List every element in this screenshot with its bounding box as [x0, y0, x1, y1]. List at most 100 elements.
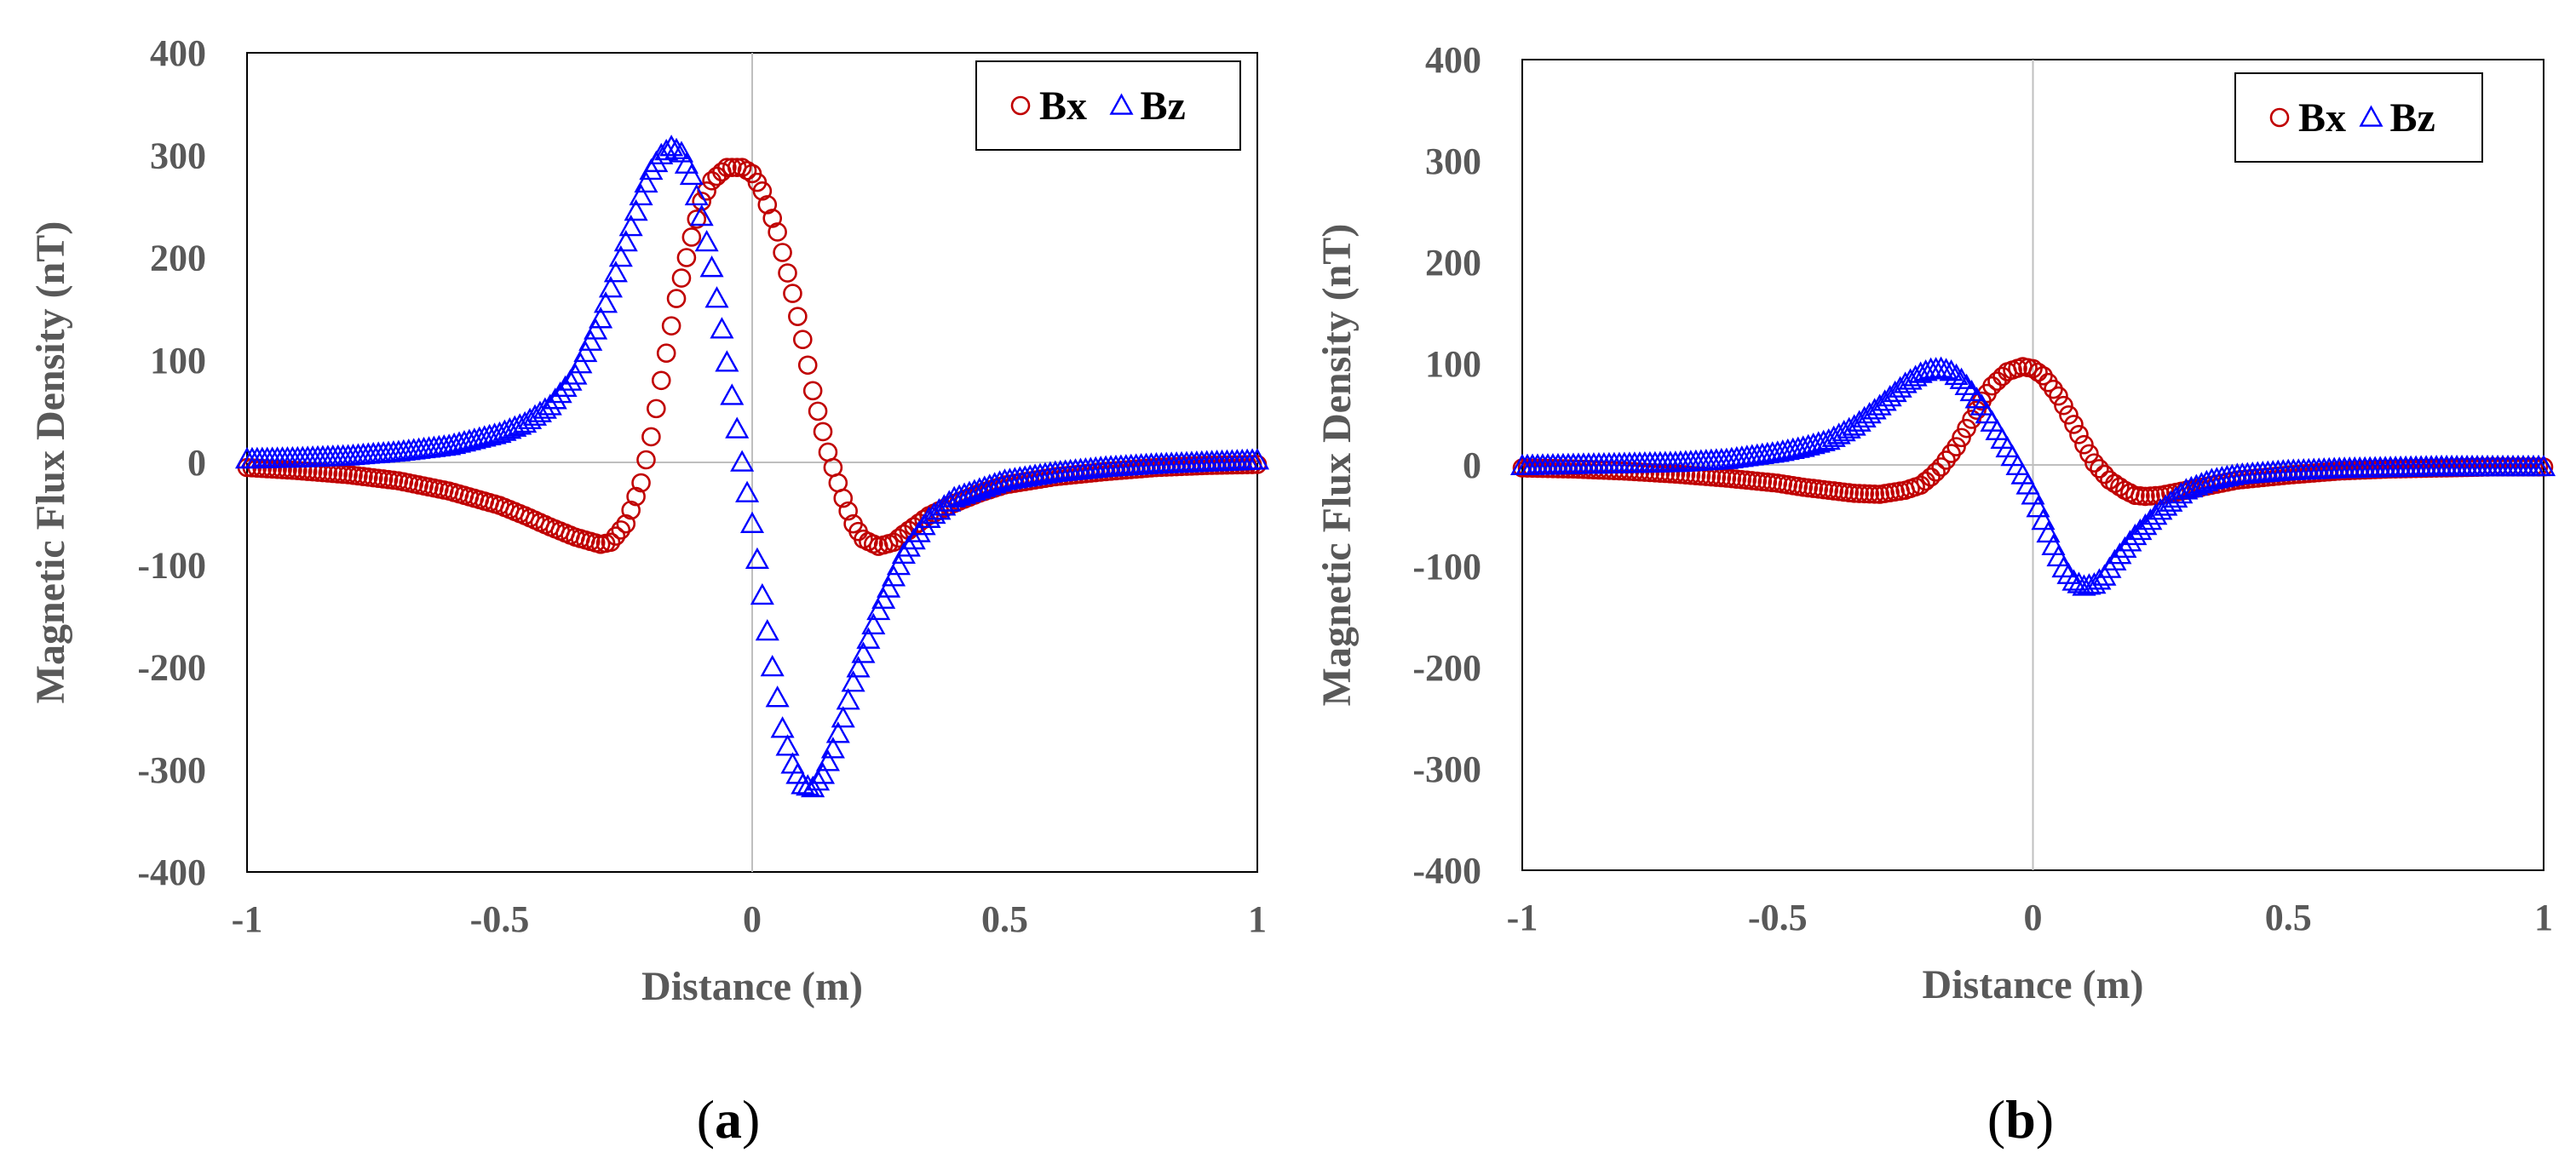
- data-point-bx: [626, 486, 646, 507]
- data-point-bx: [283, 460, 302, 480]
- data-point-bz: [538, 393, 562, 416]
- data-point-bx: [692, 192, 712, 211]
- data-point-bx: [656, 343, 676, 364]
- data-point-bz: [563, 363, 588, 385]
- data-point-bz: [1954, 373, 1979, 395]
- data-point-bx: [2023, 358, 2043, 379]
- data-point-bz: [457, 428, 481, 450]
- data-point-bx: [671, 268, 692, 288]
- data-point-bz: [518, 407, 543, 430]
- data-point-bz: [2159, 490, 2183, 512]
- data-point-bz: [2194, 469, 2219, 492]
- data-point-bx: [2054, 395, 2073, 416]
- y-tick-label: -400: [1412, 850, 1481, 892]
- data-point-bz: [1944, 363, 1969, 386]
- y-tick-label: -400: [137, 852, 206, 893]
- data-point-bx: [616, 513, 636, 534]
- data-point-bz: [497, 417, 522, 439]
- data-point-bz: [589, 307, 613, 329]
- data-point-bz: [487, 421, 512, 444]
- data-point-bz: [770, 716, 795, 738]
- data-point-bz: [2118, 530, 2142, 552]
- data-point-bz: [725, 416, 750, 439]
- y-tick-label: 300: [150, 135, 206, 176]
- data-point-bz: [846, 656, 871, 678]
- data-point-bz: [598, 276, 623, 298]
- data-point-bz: [871, 587, 896, 609]
- data-point-bx: [768, 222, 787, 242]
- data-point-bx: [792, 330, 813, 350]
- data-point-bz: [1847, 410, 1872, 432]
- y-tick-label: -100: [137, 544, 206, 586]
- data-point-bz: [618, 214, 643, 237]
- data-point-bx: [1957, 418, 1976, 439]
- series-bz: [1509, 356, 2556, 596]
- data-point-bz: [1852, 405, 1877, 428]
- y-tick-label: -300: [1412, 748, 1481, 790]
- data-point-bz: [836, 688, 860, 710]
- data-point-bz: [886, 553, 911, 576]
- data-point-bz: [451, 429, 477, 452]
- x-tick-label: 1: [2534, 897, 2553, 938]
- data-point-bx: [611, 520, 631, 540]
- data-point-bz: [603, 261, 628, 283]
- data-point-bz: [972, 475, 997, 497]
- data-point-bz: [982, 472, 1007, 494]
- data-point-bz: [1934, 358, 1958, 380]
- data-point-bz: [2087, 568, 2112, 590]
- data-point-bx: [681, 227, 702, 247]
- data-point-bx: [2105, 473, 2125, 494]
- x-tick-label: 0: [2024, 897, 2043, 938]
- data-point-bx: [2141, 486, 2160, 506]
- data-point-bz: [593, 291, 618, 313]
- data-point-bx: [722, 158, 742, 177]
- data-point-bz: [977, 473, 1002, 496]
- data-point-bz: [861, 612, 886, 634]
- y-tick-label: 200: [150, 238, 206, 279]
- legend-bz-marker: [2359, 105, 2383, 127]
- data-point-bz: [735, 480, 760, 502]
- legend-bx-marker: [2269, 107, 2290, 128]
- data-point-bz: [815, 749, 840, 771]
- y-tick-label: 100: [150, 340, 206, 381]
- data-point-bz: [548, 381, 572, 404]
- legend-bx-label: Bx: [2298, 95, 2346, 141]
- data-point-bx: [606, 526, 626, 546]
- data-point-bx: [651, 370, 671, 391]
- data-point-bz: [952, 482, 977, 504]
- data-point-bz: [851, 641, 876, 663]
- data-point-bx: [697, 181, 716, 201]
- data-point-bx: [2100, 470, 2119, 490]
- data-point-bx: [666, 289, 687, 308]
- legend-box: [2234, 72, 2483, 163]
- data-point-bz: [1791, 435, 1815, 457]
- data-point-bx: [262, 459, 282, 479]
- data-point-bx: [267, 459, 287, 479]
- legend-box: [975, 60, 1241, 151]
- data-point-bx: [833, 488, 854, 508]
- data-point-bx: [762, 209, 783, 228]
- data-point-bz: [791, 772, 815, 794]
- y-tick-label: 300: [1425, 141, 1481, 182]
- data-point-bz: [2031, 508, 2056, 531]
- data-point-bx: [687, 209, 707, 229]
- data-point-bz: [775, 734, 800, 756]
- data-point-bx: [278, 460, 297, 480]
- data-point-bz: [2189, 472, 2214, 494]
- data-point-bz: [2061, 569, 2086, 591]
- data-point-bz: [882, 565, 906, 587]
- y-tick-label: 400: [1425, 39, 1481, 81]
- chart-panel-b: 400 300 200 100 0 -100 -200 -300 -400 -1 -0.5 0 0.5 1…: [1314, 39, 2556, 1150]
- data-point-bz: [2056, 562, 2081, 584]
- data-point-bx: [257, 459, 278, 479]
- legend: Bx Bz: [2234, 72, 2483, 163]
- data-point-bx: [1865, 484, 1884, 504]
- data-point-bz: [568, 352, 593, 374]
- data-point-bz: [462, 427, 486, 450]
- data-point-bz: [584, 318, 608, 340]
- chart-panel-a: 400 300 200 100 0 -100 -200 -300 -400 -1 -0.5 0 0.5 1…: [28, 32, 1270, 1150]
- data-point-bz: [730, 450, 755, 472]
- x-tick-label: 0.5: [2265, 897, 2312, 938]
- data-point-bz: [1796, 433, 1820, 456]
- data-point-bz: [1245, 448, 1270, 470]
